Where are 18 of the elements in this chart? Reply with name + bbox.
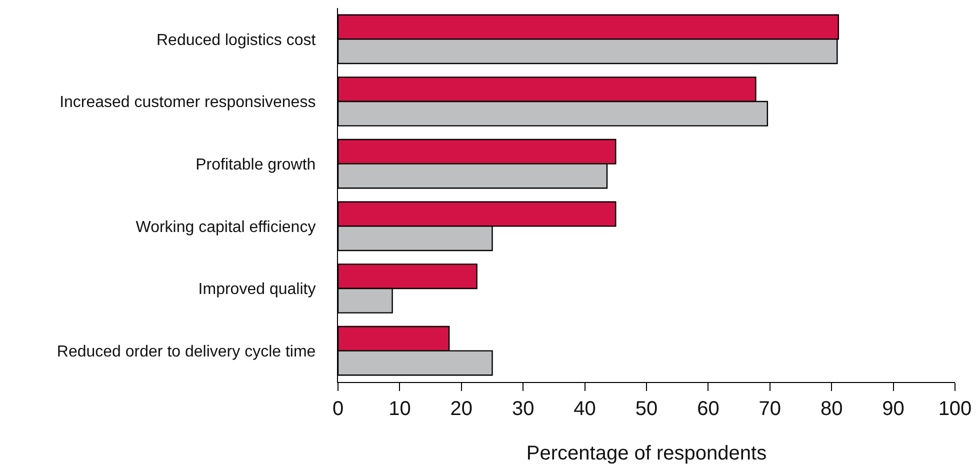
x-tick-label: 60 [697,398,720,420]
x-tick-label: 100 [938,398,972,420]
x-tick-label: 50 [635,398,658,420]
y-tick-label: Working capital efficiency [136,218,316,236]
y-tick-label: Reduced order to delivery cycle time [56,343,316,360]
x-tick-label: 40 [574,398,596,420]
x-tick-label: 10 [388,398,411,420]
y-tick-label: Increased customer responsiveness [60,94,316,112]
x-tick-label: 20 [450,398,473,420]
x-tick-label: 70 [758,398,782,420]
x-tick-label: 0 [332,398,344,420]
x-tick-label: 30 [512,398,534,420]
x-tick-label: 90 [882,398,904,420]
y-tick-label: Reduced logistics cost [156,32,316,49]
x-axis-title: Percentage of respondents [526,442,767,465]
x-tick-label: 80 [820,398,843,420]
y-tick-label: Profitable growth [196,156,316,174]
y-tick-label: Improved quality [198,281,316,298]
